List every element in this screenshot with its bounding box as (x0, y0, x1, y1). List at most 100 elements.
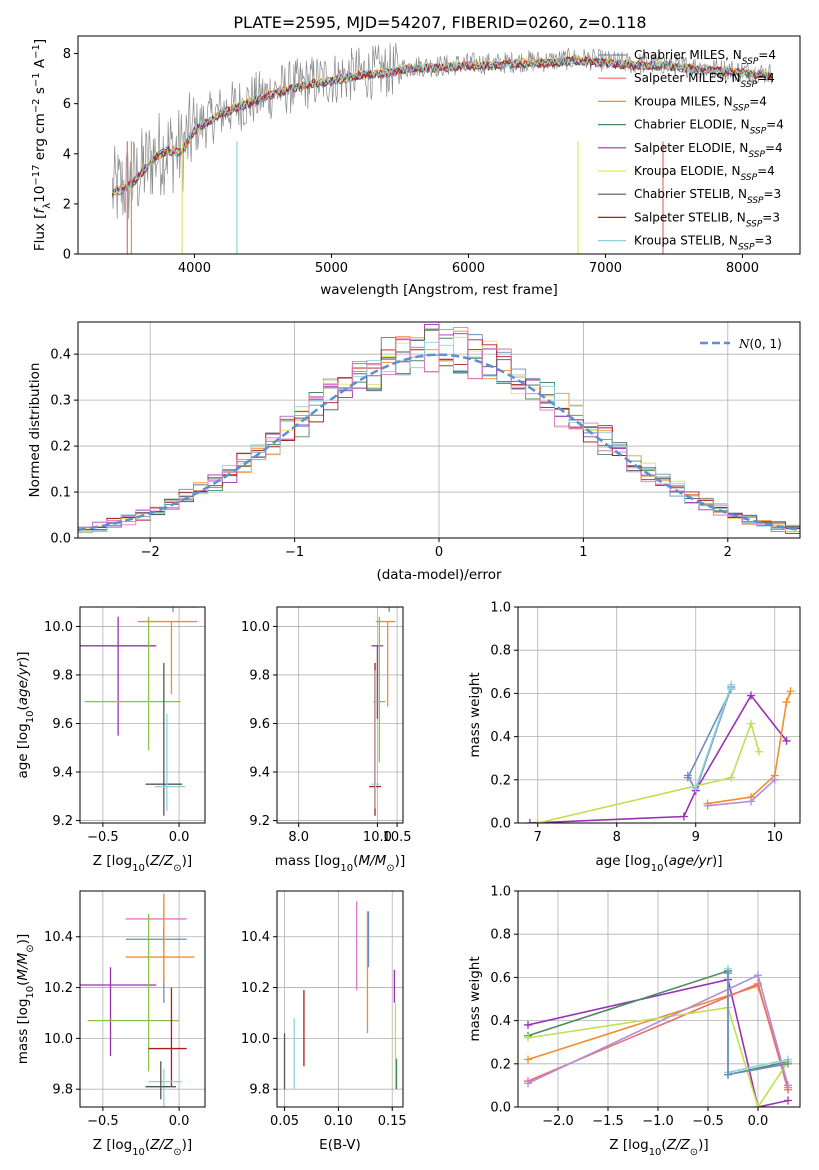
age_vs_Z-frame: −0.5 0.0 9.2 9.4 9.6 9.8 10.0 (44, 606, 206, 845)
massweight-vs-age-xlabel: age [log10(age/yr)] (595, 853, 722, 874)
y-tick-label: 0.2 (490, 773, 511, 788)
plot-frame (79, 890, 206, 1108)
series-marker (724, 1070, 732, 1079)
series-marker (754, 971, 762, 980)
y-tick-label: 0.6 (490, 971, 511, 986)
y-tick-label: 9.8 (52, 1083, 73, 1098)
series-marker (679, 812, 688, 821)
y-tick-label: 0 (63, 248, 71, 263)
x-tick-label: 10 (766, 830, 783, 845)
y-tick-label: 0.4 (490, 1014, 511, 1029)
x-tick-label: 0.10 (324, 1114, 353, 1129)
series-marker (524, 1055, 532, 1064)
massweight_vs_Z-ylabel: mass weight (467, 956, 483, 1041)
mass_vs_Z-axes (80, 891, 205, 1107)
plot-frame (276, 606, 404, 824)
y-tick-label: 10.0 (44, 1032, 73, 1047)
y-tick-label: 0.4 (50, 348, 71, 363)
series-marker (784, 1059, 792, 1068)
errorbar-point (80, 616, 157, 736)
y-tick-label: 0.0 (50, 532, 71, 547)
x-tick-label: −2.0 (542, 1114, 574, 1129)
x-tick-label: 5000 (315, 261, 348, 276)
spectrum-model-line (112, 56, 772, 194)
legend-entry: Chabrier MILES, NSSP=4 (634, 48, 776, 67)
series-marker (691, 784, 700, 793)
y-tick-label: 10.4 (241, 930, 270, 945)
x-tick-label: 0.05 (270, 1114, 299, 1129)
x-tick-label: 8.0 (288, 830, 309, 845)
series-line (529, 694, 788, 823)
x-tick-label: 0.0 (748, 1114, 769, 1129)
x-tick-label: 1 (579, 545, 587, 560)
age-vs-Z-ylabel: age [log10(age/yr)] (15, 651, 36, 778)
y-tick-label: 9.2 (249, 814, 270, 829)
legend-entry: Salpeter MILES, NSSP=4 (634, 71, 775, 90)
series-marker (683, 773, 692, 782)
spectrum-ylabel: Flux [fλ10−17 erg cm−2 s−1 A−1] (31, 39, 53, 251)
x-tick-label: 6000 (452, 261, 485, 276)
y-tick-label: 6 (63, 97, 71, 112)
residuals-xlabel: (data-model)/error (376, 567, 502, 583)
age_vs_Z-axes (80, 607, 205, 823)
x-tick-label: 7000 (589, 261, 622, 276)
mass-vs-ebv-xlabel: E(B-V) (319, 1137, 361, 1153)
series-marker (727, 685, 736, 694)
y-tick-label: 9.8 (249, 1083, 270, 1098)
plot-frame (517, 890, 801, 1108)
series-marker (703, 801, 712, 810)
y-tick-label: 0.1 (50, 486, 71, 501)
y-tick-label: 0.8 (490, 928, 511, 943)
massweight_vs_Z-lines (524, 964, 792, 1107)
series-marker (724, 969, 732, 978)
age_vs_Z-points (80, 607, 199, 816)
y-tick-label: 0.4 (490, 730, 511, 745)
x-tick-label: 10.0 (363, 830, 392, 845)
x-tick-label: 2 (724, 545, 732, 560)
series-marker (782, 698, 791, 707)
age_vs_mass-points (369, 607, 400, 816)
y-tick-label: 9.4 (249, 766, 270, 781)
legend-entry: Chabrier STELIB, NSSP=3 (634, 187, 781, 206)
gaussian-curve (78, 353, 800, 532)
residuals-ylabel: Normed distribution (27, 363, 43, 498)
series-marker (533, 819, 542, 823)
massweight_vs_age-ylabel: mass weight (467, 672, 483, 757)
x-tick-label: 8000 (726, 261, 759, 276)
legend-entry: Kroupa STELIB, NSSP=3 (634, 234, 772, 253)
x-tick-label: −2 (141, 545, 160, 560)
x-tick-label: 0.15 (378, 1114, 407, 1129)
series-marker (754, 747, 763, 756)
x-tick-label: −0.5 (87, 1114, 119, 1129)
x-tick-label: −1.5 (592, 1114, 624, 1129)
errorbar-point (371, 670, 380, 809)
mass_vs_Z-frame: −0.5 0.0 9.8 10.0 10.2 10.4 (44, 890, 206, 1129)
y-tick-label: 0.2 (490, 1057, 511, 1072)
plot-frame (276, 890, 404, 1108)
y-tick-label: 0.6 (490, 687, 511, 702)
legend-entry: Salpeter STELIB, NSSP=3 (634, 210, 780, 229)
series-marker (524, 1020, 532, 1029)
y-tick-label: 9.2 (52, 814, 73, 829)
y-tick-label: 4 (63, 147, 71, 162)
y-tick-label: 0.0 (490, 817, 511, 832)
y-tick-label: 8 (63, 47, 71, 62)
spectrum-xlabel: wavelength [Angstrom, rest frame] (320, 282, 558, 298)
mass_vs_ebv-frame: 0.05 0.10 0.15 9.8 10.0 10.2 10.4 (241, 890, 407, 1129)
errorbar-point (87, 913, 180, 1072)
y-tick-label: 0.3 (50, 394, 71, 409)
y-tick-label: 10.0 (241, 1032, 270, 1047)
series-marker (727, 773, 736, 782)
legend-entry: Kroupa ELODIE, NSSP=4 (634, 164, 775, 183)
y-tick-label: 9.6 (249, 717, 270, 732)
plot-frame (517, 606, 801, 824)
errorbar-point (125, 926, 187, 1003)
series-marker (524, 1079, 532, 1088)
y-tick-label: 0.2 (50, 440, 71, 455)
errorbar-point (371, 645, 384, 719)
x-tick-label: 0.0 (169, 1114, 190, 1129)
plot-frame (79, 606, 206, 824)
series-marker (524, 1033, 532, 1042)
errorbar-point (145, 1061, 177, 1100)
x-tick-label: −0.5 (87, 830, 119, 845)
